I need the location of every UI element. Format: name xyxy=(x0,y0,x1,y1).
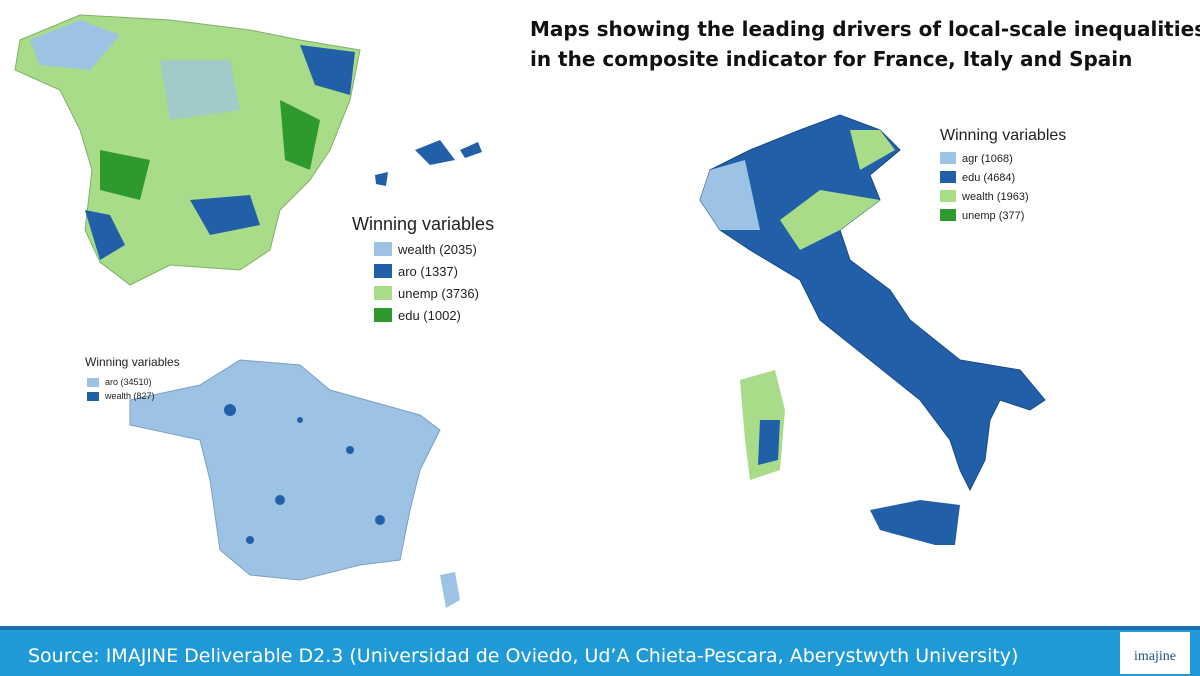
legend-swatch xyxy=(374,308,392,322)
legend-swatch xyxy=(87,392,99,401)
legend-swatch xyxy=(940,209,956,221)
legend-title: Winning variables xyxy=(85,355,180,369)
france-map xyxy=(129,359,460,608)
legend-label: aro (34510) xyxy=(105,377,152,387)
legend-title: Winning variables xyxy=(940,127,1066,144)
source: Source: IMAJINE Deliverable D2.3 (Univer… xyxy=(28,645,1018,667)
legend-title: Winning variables xyxy=(352,214,494,234)
legend-swatch xyxy=(374,264,392,278)
legend-label: agr (1068) xyxy=(962,153,1013,165)
title-line: in the composite indicator for France, I… xyxy=(530,47,1132,71)
legend-label: aro (1337) xyxy=(398,264,458,279)
legend-label: edu (4684) xyxy=(962,172,1015,184)
italy-map xyxy=(699,114,1046,545)
legend-label: wealth (827) xyxy=(104,391,155,401)
logo-box xyxy=(1120,632,1190,674)
legend-label: unemp (377) xyxy=(962,210,1024,222)
legend-label: edu (1002) xyxy=(398,308,461,323)
legend-swatch xyxy=(940,152,956,164)
legend-label: wealth (2035) xyxy=(397,242,477,257)
title-line: Maps showing the leading drivers of loca… xyxy=(530,17,1200,41)
logo: imajine xyxy=(1134,649,1176,664)
footer-rule xyxy=(0,626,1200,630)
legend-label: unemp (3736) xyxy=(398,286,479,301)
legend-swatch xyxy=(374,286,392,300)
spain-map xyxy=(14,14,482,286)
legend-label: wealth (1963) xyxy=(961,191,1029,203)
legend-swatch xyxy=(940,190,956,202)
footer-bar xyxy=(0,630,1200,676)
legend-swatch xyxy=(87,378,99,387)
legends: Winning variables wealth (2035) aro (1337)… xyxy=(85,127,1066,401)
legend-swatch xyxy=(940,171,956,183)
legend-swatch xyxy=(374,242,392,256)
